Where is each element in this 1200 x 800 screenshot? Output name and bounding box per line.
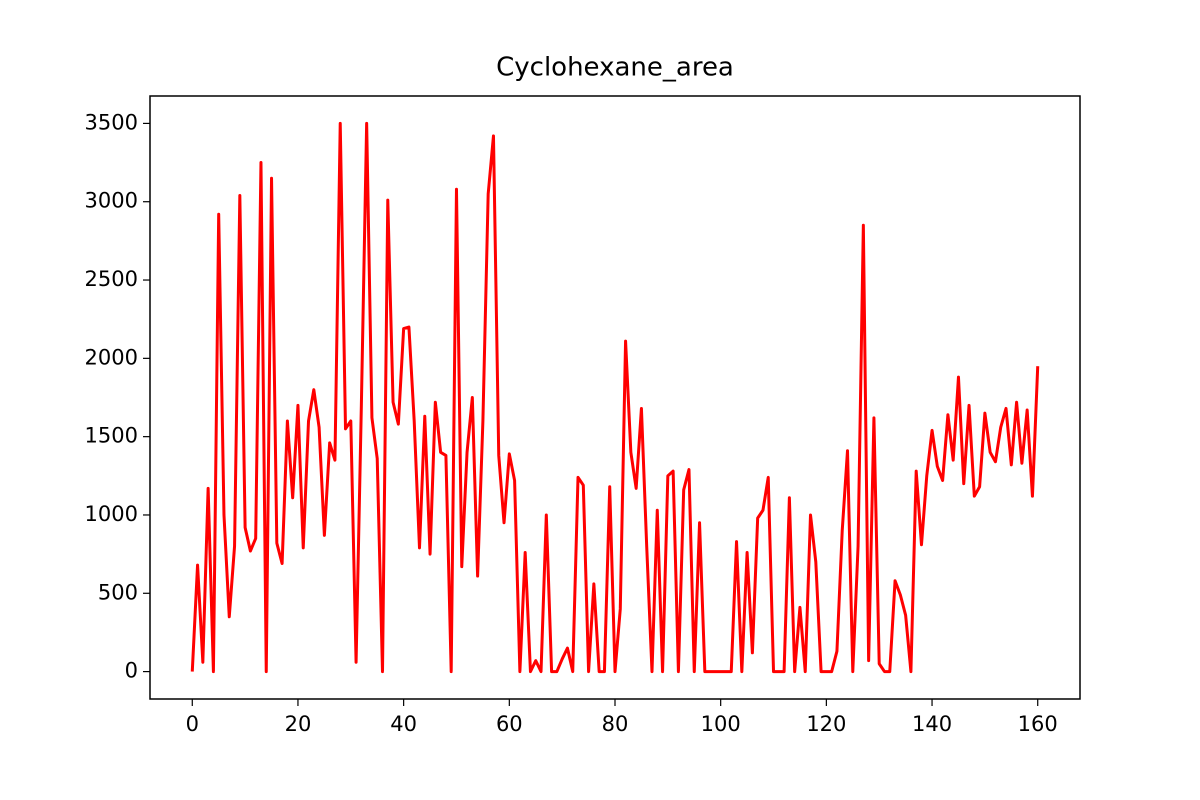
y-tick-label: 1000 [85, 502, 138, 526]
x-tick-label: 60 [496, 712, 523, 736]
x-tick-label: 120 [806, 712, 846, 736]
y-tick-label: 3000 [85, 189, 138, 213]
y-tick-label: 1500 [85, 424, 138, 448]
data-line [190, 121, 1040, 674]
y-tick-label: 500 [98, 580, 138, 604]
plot-frame [149, 95, 1081, 700]
chart-title: Cyclohexane_area [496, 53, 734, 83]
y-tick-label: 3500 [85, 110, 138, 134]
x-tick-label: 80 [602, 712, 629, 736]
y-tick-label: 2500 [85, 267, 138, 291]
x-tick-label: 100 [701, 712, 741, 736]
y-tick-label: 2000 [85, 345, 138, 369]
y-tick-label: 0 [125, 659, 138, 683]
x-tick-label: 40 [390, 712, 417, 736]
x-tick-label: 0 [186, 712, 199, 736]
x-tick-label: 160 [1018, 712, 1058, 736]
x-tick-label: 20 [285, 712, 312, 736]
x-tick-label: 140 [912, 712, 952, 736]
